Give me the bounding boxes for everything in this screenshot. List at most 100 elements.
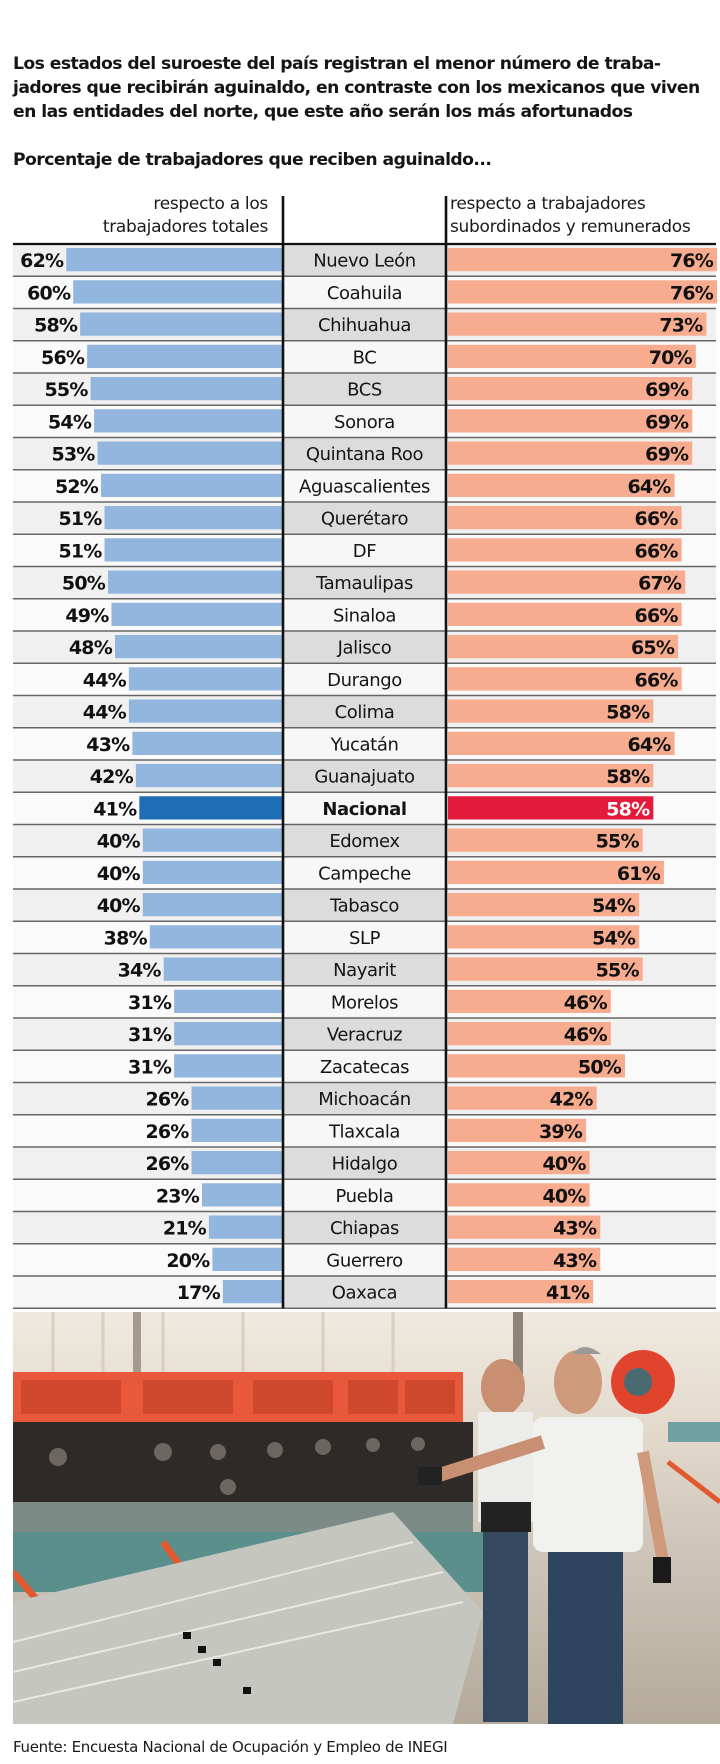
right-bar (448, 860, 664, 884)
state-cell-background (283, 244, 446, 277)
right-value-label: 54% (592, 895, 636, 917)
right-bar (448, 1215, 601, 1239)
state-cell-background (283, 1114, 446, 1147)
left-value-label: 23% (156, 1185, 200, 1207)
left-bar (108, 570, 282, 594)
right-header-line: respecto a trabajadores (450, 194, 646, 214)
right-bar (448, 570, 686, 594)
left-bar (149, 925, 282, 949)
factory-photo-illustration (13, 1312, 720, 1724)
state-cell-background (283, 663, 446, 696)
left-value-label: 34% (118, 960, 162, 982)
left-bar (142, 893, 282, 917)
right-value-label: 69% (645, 379, 689, 401)
left-value-label: 40% (97, 895, 141, 917)
left-bar (90, 377, 282, 401)
state-cell-background (283, 1082, 446, 1115)
left-value-label: 21% (163, 1218, 207, 1240)
right-bar (448, 473, 675, 497)
left-value-label: 58% (34, 315, 78, 337)
left-value-label: 26% (145, 1121, 189, 1143)
state-label: DF (353, 541, 376, 562)
left-value-label: 51% (58, 508, 102, 530)
left-value-label: 62% (20, 250, 64, 272)
left-value-label: 54% (48, 411, 92, 433)
right-value-label: 43% (553, 1250, 597, 1272)
state-cell-background (283, 1211, 446, 1244)
state-cell-background (283, 1179, 446, 1212)
left-bar (97, 441, 282, 465)
state-label: Quintana Roo (306, 444, 424, 465)
left-value-label: 49% (65, 605, 109, 627)
state-cell-background (283, 727, 446, 760)
right-column-header: respecto a trabajadores subordinados y r… (450, 193, 720, 239)
right-value-label: 39% (539, 1121, 583, 1143)
right-value-label: 41% (546, 1282, 590, 1304)
right-value-label: 42% (550, 1089, 594, 1111)
state-label: Jalisco (337, 638, 392, 659)
right-bar (448, 1183, 590, 1207)
left-value-label: 42% (90, 766, 134, 788)
state-cell-background (283, 760, 446, 793)
state-cell-background (283, 566, 446, 599)
right-bar (448, 602, 682, 626)
state-label: Chihuahua (318, 315, 411, 336)
state-label: Sonora (334, 412, 395, 433)
state-label: BCS (347, 380, 382, 401)
right-header-line: subordinados y remunerados (450, 217, 691, 237)
right-value-label: 69% (645, 444, 689, 466)
left-value-label: 56% (41, 347, 85, 369)
state-label: Yucatán (330, 734, 399, 755)
state-cell-background (283, 308, 446, 341)
right-bar (448, 699, 654, 723)
state-label: Michoacán (318, 1089, 411, 1110)
right-value-label: 65% (631, 637, 675, 659)
state-cell-background (283, 534, 446, 567)
left-value-label: 26% (145, 1153, 189, 1175)
state-label: Puebla (335, 1186, 393, 1207)
right-bar (448, 441, 693, 465)
state-cell-background (283, 276, 446, 309)
state-label: Hidalgo (332, 1154, 398, 1175)
right-value-label: 64% (627, 734, 671, 756)
left-bar (191, 1086, 282, 1110)
right-value-label: 66% (635, 508, 679, 530)
right-value-label: 76% (670, 282, 714, 304)
left-bar (128, 667, 282, 691)
right-bar (448, 409, 693, 433)
left-value-label: 41% (93, 798, 137, 820)
right-bar (448, 925, 640, 949)
left-bar (132, 731, 282, 755)
state-label: Colima (335, 702, 395, 723)
right-bar (448, 1280, 594, 1304)
right-value-label: 73% (659, 315, 703, 337)
left-value-label: 60% (27, 282, 71, 304)
state-label: Tamaulipas (315, 573, 413, 594)
source-caption: Fuente: Encuesta Nacional de Ocupación y… (13, 1738, 448, 1756)
state-label: Tlaxcala (328, 1121, 400, 1142)
state-label: Morelos (331, 992, 398, 1013)
right-bar (448, 893, 640, 917)
state-cell-background (283, 340, 446, 373)
state-label: Oaxaca (332, 1283, 397, 1304)
right-bar (448, 1247, 601, 1271)
state-label: Guanajuato (314, 767, 415, 788)
left-bar (191, 1118, 282, 1142)
state-label: SLP (349, 928, 381, 949)
left-bar (80, 312, 282, 336)
intro-line: jadores que recibirán aguinaldo, en cont… (13, 78, 700, 98)
right-bar (448, 796, 654, 820)
factory-photo (13, 1312, 720, 1724)
right-bar (448, 635, 679, 659)
chart-title: Porcentaje de trabajadores que reciben a… (13, 150, 492, 170)
left-header-line: respecto a los (153, 194, 268, 214)
right-bar (448, 344, 696, 368)
right-bar (448, 1086, 597, 1110)
left-bar (128, 699, 282, 723)
right-value-label: 40% (543, 1153, 587, 1175)
state-label: Zacatecas (320, 1057, 409, 1078)
left-value-label: 43% (86, 734, 130, 756)
left-bar (87, 344, 283, 368)
left-bar (142, 860, 282, 884)
left-bar (94, 409, 282, 433)
